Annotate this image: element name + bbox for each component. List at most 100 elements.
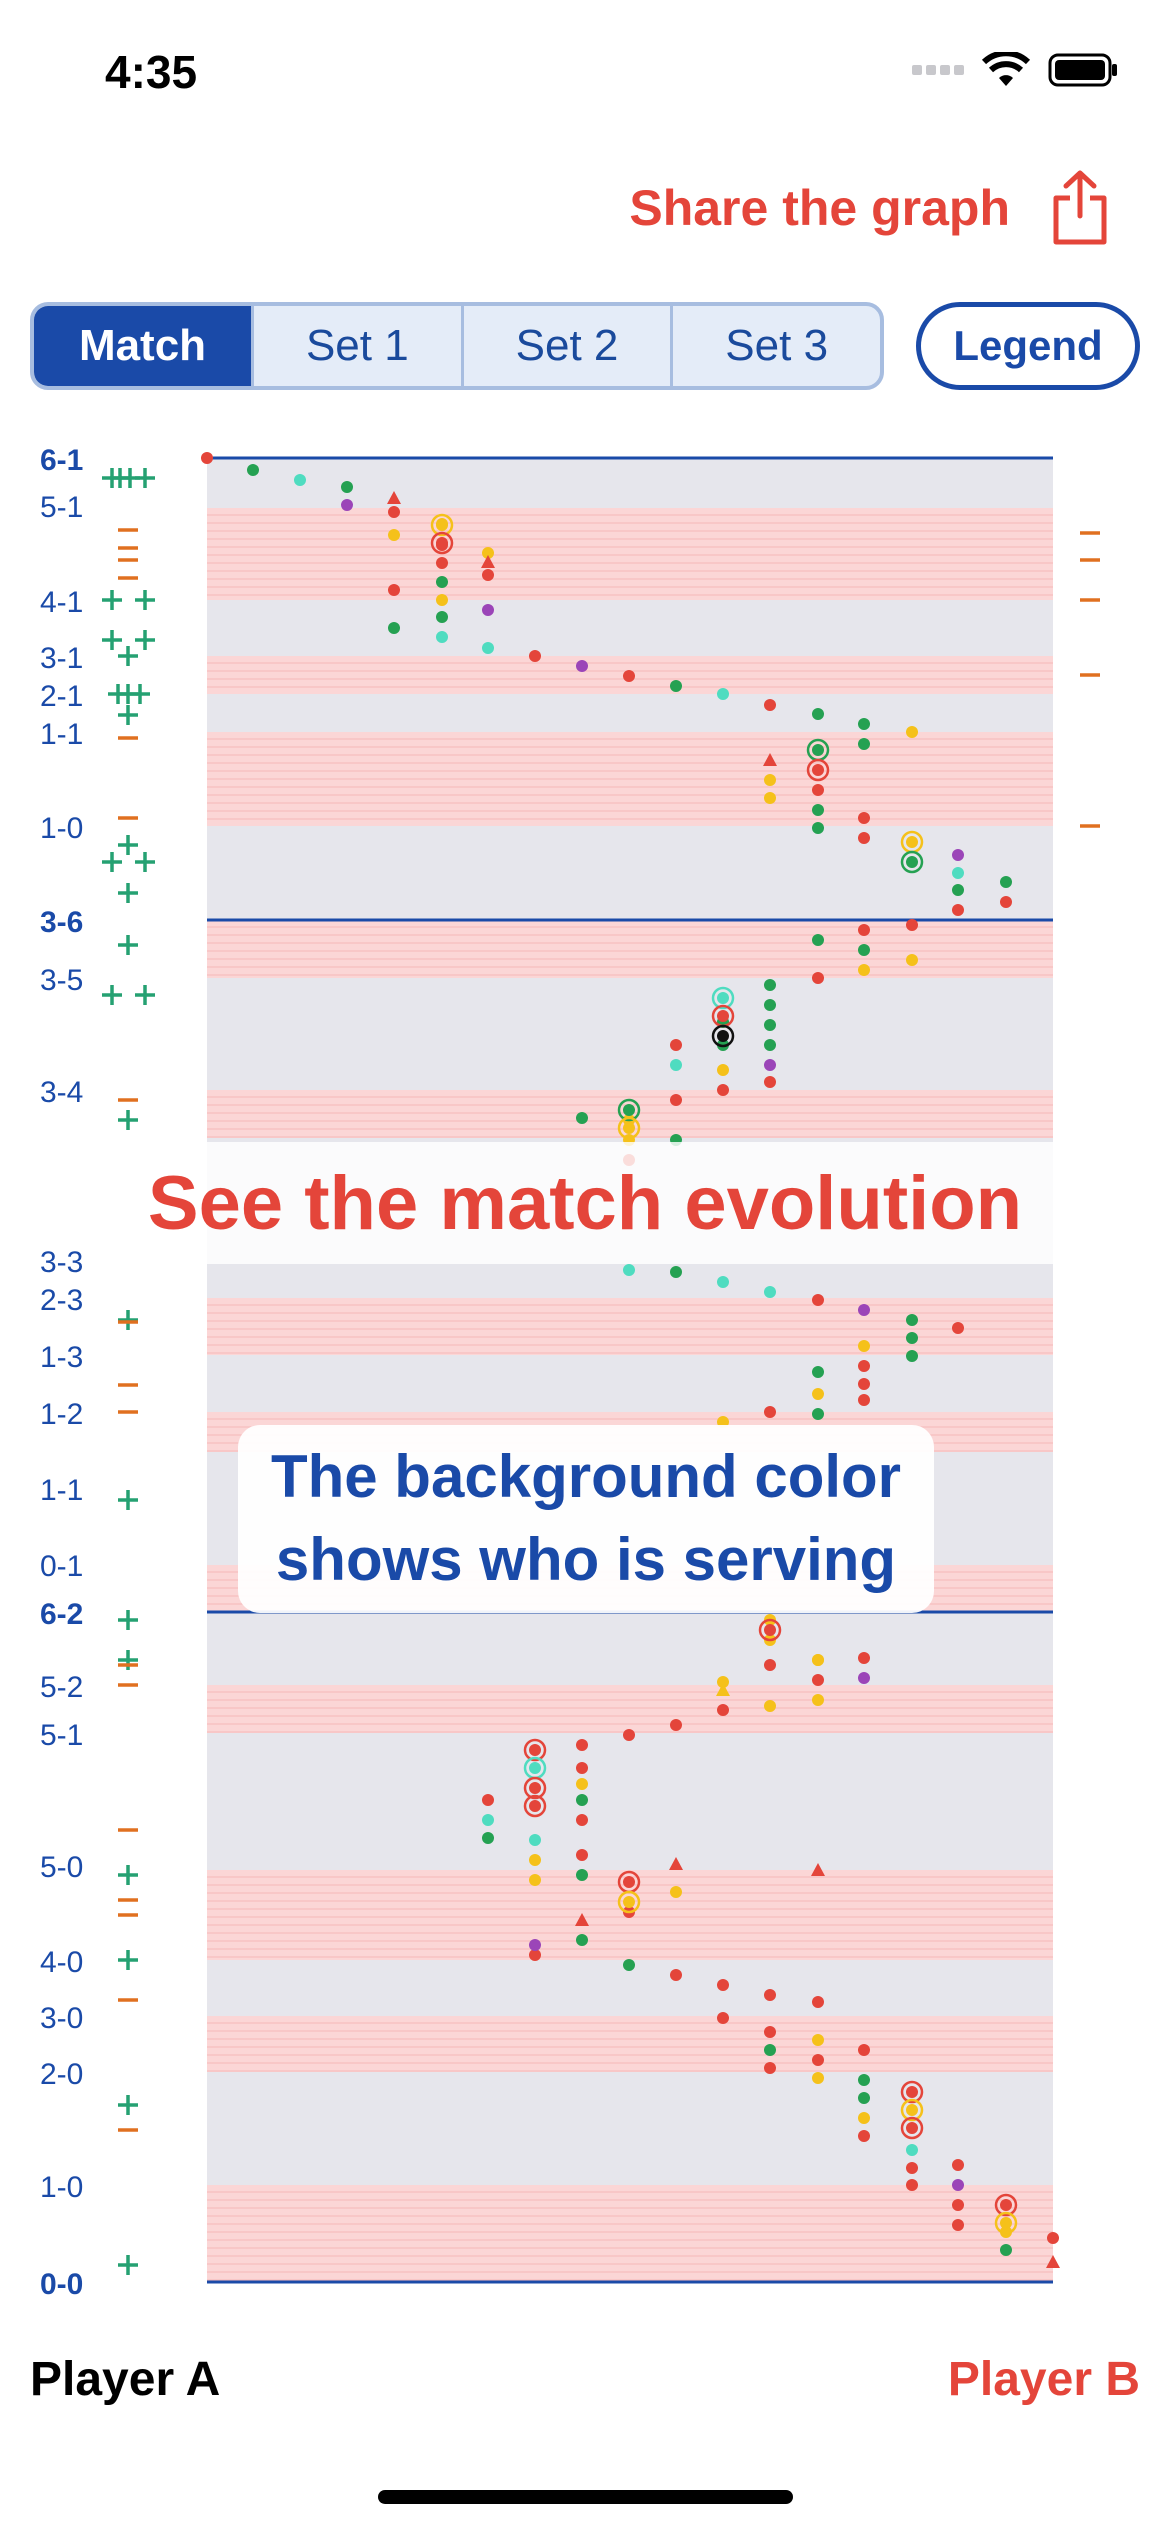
point-dot	[952, 849, 964, 861]
point-dot	[388, 622, 400, 634]
point-plus-marker	[102, 590, 122, 610]
share-row[interactable]: Share the graph	[629, 170, 1110, 246]
tab-set-1[interactable]: Set 1	[251, 306, 461, 386]
break-point-dot	[906, 2104, 918, 2116]
tab-set-2[interactable]: Set 2	[460, 306, 671, 386]
caption-line-1: The background color	[270, 1443, 902, 1511]
point-plus-marker	[118, 2095, 138, 2115]
break-point-ring	[617, 1890, 641, 1914]
point-dot	[576, 1869, 588, 1881]
break-point-dot	[906, 856, 918, 868]
point-dot	[576, 1739, 588, 1751]
point-dot	[812, 2072, 824, 2084]
point-dot	[482, 642, 494, 654]
point-dot	[858, 1394, 870, 1406]
point-dot	[906, 2179, 918, 2191]
break-point-ring	[523, 1776, 547, 1800]
point-plus-marker	[135, 852, 155, 872]
serve-band	[207, 1298, 1053, 1355]
point-dot	[858, 1340, 870, 1352]
serving-caption: The background color shows who is serving	[238, 1425, 934, 1613]
point-dot	[436, 631, 448, 643]
score-label: 2-0	[40, 2058, 83, 2091]
break-point-dot	[436, 537, 448, 549]
score-label: 1-1	[40, 718, 83, 751]
score-label: 5-2	[40, 1671, 83, 1704]
point-triangle	[811, 1863, 825, 1876]
point-triangle	[716, 1683, 730, 1696]
point-plus-marker	[118, 1310, 138, 1330]
point-dot	[529, 650, 541, 662]
tab-set-3[interactable]: Set 3	[670, 306, 880, 386]
point-triangle	[763, 753, 777, 766]
score-label: 1-1	[40, 1474, 83, 1507]
point-dot	[858, 1360, 870, 1372]
score-label: 2-3	[40, 1284, 83, 1317]
share-icon[interactable]	[1050, 170, 1110, 246]
point-dot	[717, 1276, 729, 1288]
point-plus-marker	[118, 705, 138, 725]
point-dot	[812, 934, 824, 946]
point-dot	[906, 954, 918, 966]
overlay-title: See the match evolution	[148, 1142, 1055, 1264]
break-point-dot	[1000, 2217, 1012, 2229]
point-dot	[670, 1719, 682, 1731]
point-dot	[812, 804, 824, 816]
point-dot	[717, 1979, 729, 1991]
score-label: 1-3	[40, 1341, 83, 1374]
score-label: 5-0	[40, 1851, 83, 1884]
point-dot	[717, 1064, 729, 1076]
break-point-dot	[623, 1876, 635, 1888]
score-label: 4-1	[40, 586, 83, 619]
break-point-dot	[529, 1744, 541, 1756]
point-triangle	[1046, 2255, 1060, 2268]
point-dot	[812, 1388, 824, 1400]
point-dot	[623, 1264, 635, 1276]
point-dot	[812, 1408, 824, 1420]
point-dot	[529, 1949, 541, 1961]
point-dot	[482, 1794, 494, 1806]
point-dot	[247, 464, 259, 476]
share-graph-button[interactable]: Share the graph	[629, 180, 1010, 236]
point-dot	[952, 1322, 964, 1334]
break-point-dot	[529, 1800, 541, 1812]
score-label: 6-1	[40, 444, 83, 477]
break-point-dot	[623, 1122, 635, 1134]
point-dot	[1047, 2232, 1059, 2244]
point-dot	[812, 1674, 824, 1686]
break-point-dot	[717, 1030, 729, 1042]
point-dot	[812, 972, 824, 984]
score-label: 0-0	[40, 2268, 83, 2301]
point-plus-marker	[108, 684, 128, 704]
break-point-dot	[906, 836, 918, 848]
point-dot	[482, 547, 494, 559]
break-point-dot	[623, 1104, 635, 1116]
point-dot	[906, 1350, 918, 1362]
serve-band	[207, 508, 1053, 600]
point-dot	[764, 699, 776, 711]
point-dot	[764, 2026, 776, 2038]
player-a-label: Player A	[30, 2353, 221, 2406]
point-dot	[576, 1849, 588, 1861]
point-dot	[812, 1694, 824, 1706]
point-plus-marker	[135, 468, 155, 488]
point-dot	[670, 680, 682, 692]
point-dot	[294, 474, 306, 486]
break-point-dot	[529, 1782, 541, 1794]
break-point-dot	[717, 1010, 729, 1022]
point-dot	[952, 2179, 964, 2191]
point-dot	[812, 1654, 824, 1666]
legend-button[interactable]: Legend	[916, 302, 1140, 390]
point-dot	[717, 1704, 729, 1716]
point-dot	[576, 1778, 588, 1790]
break-point-ring	[523, 1738, 547, 1762]
point-dot	[858, 812, 870, 824]
tab-match[interactable]: Match	[34, 306, 251, 386]
point-plus-marker	[118, 1110, 138, 1130]
point-dot	[858, 2044, 870, 2056]
score-label: 1-0	[40, 2171, 83, 2204]
home-indicator	[378, 2490, 793, 2504]
point-plus-marker	[118, 1610, 138, 1630]
break-point-dot	[906, 2122, 918, 2134]
serve-band	[207, 2185, 1053, 2282]
